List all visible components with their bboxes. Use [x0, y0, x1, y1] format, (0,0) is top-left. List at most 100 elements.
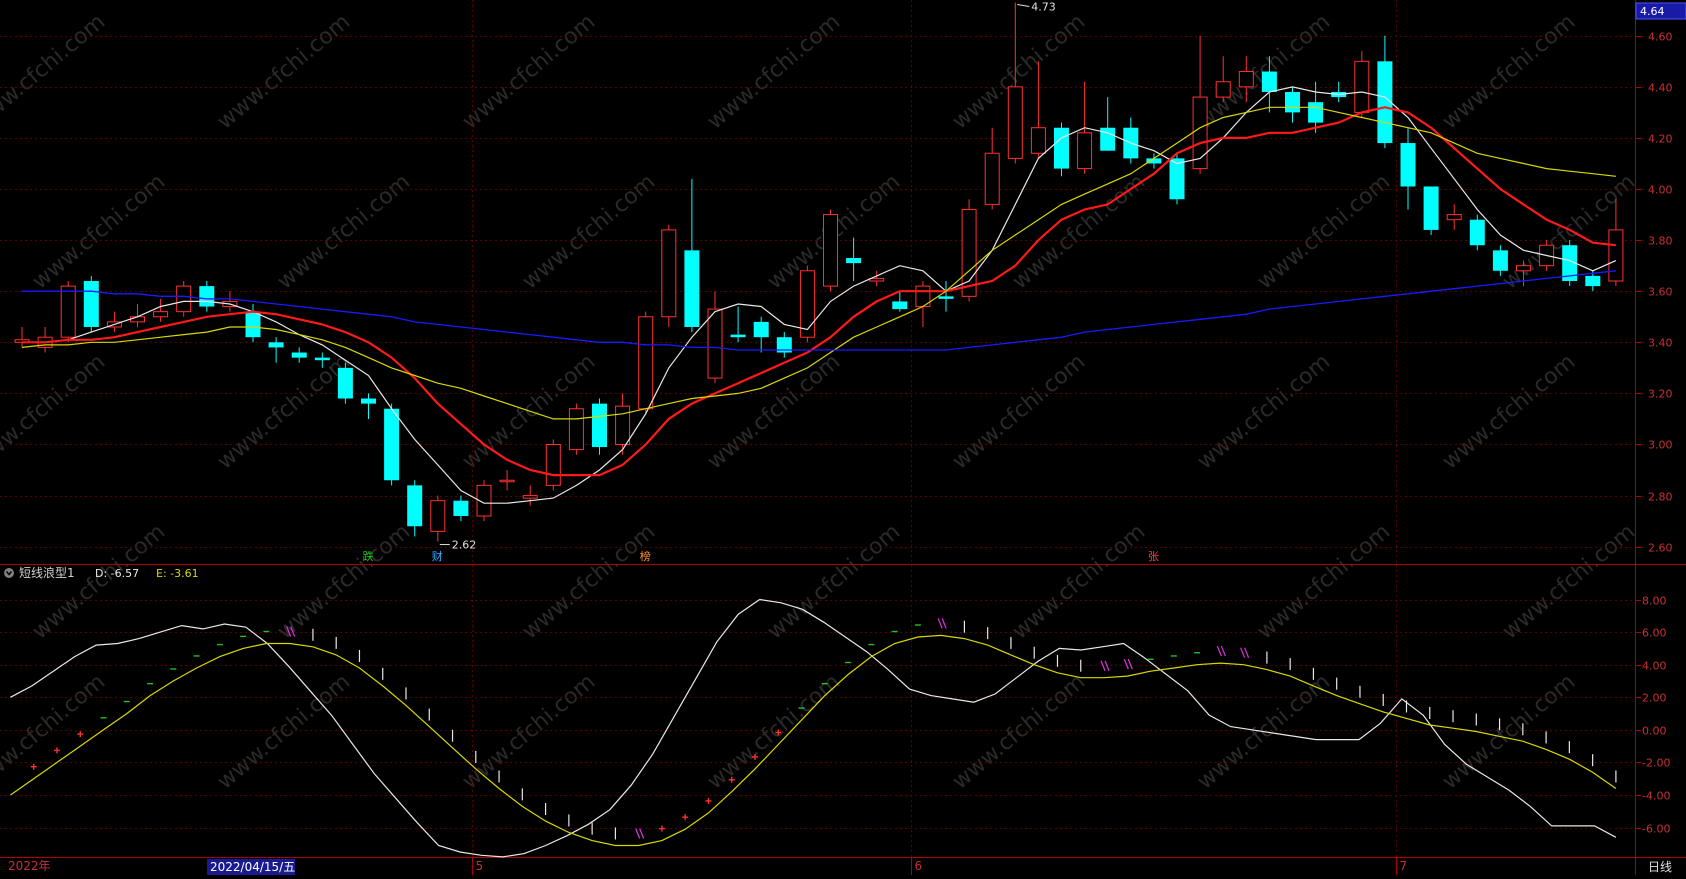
candle-body	[361, 398, 376, 404]
ind_d-line	[10, 598, 1617, 858]
candle	[592, 398, 607, 455]
candle	[1400, 127, 1416, 210]
candle	[337, 362, 353, 404]
candle-body	[153, 311, 169, 318]
candle-body	[1054, 127, 1069, 169]
candle	[1238, 56, 1254, 103]
candle	[1169, 153, 1185, 205]
ma60-line	[22, 270, 1616, 351]
candle	[753, 316, 769, 353]
candle	[1054, 122, 1069, 177]
price-tick-label: 4.60	[1648, 31, 1673, 44]
candle-body	[1608, 229, 1624, 282]
indicator-tick-label: 6.00	[1642, 627, 1667, 640]
candle	[499, 470, 515, 491]
signal-mark	[286, 626, 292, 637]
indicator-tick-label: 2.00	[1642, 692, 1667, 705]
main-price-grid	[0, 0, 1634, 857]
candle-body	[407, 485, 423, 527]
candle-body	[1400, 143, 1416, 187]
candle	[615, 393, 631, 455]
signal-mark	[635, 828, 641, 839]
ma20-line	[21, 106, 1616, 420]
candle-body	[938, 296, 954, 299]
signal-mark	[290, 626, 296, 637]
candle	[291, 347, 307, 363]
candle-body	[799, 270, 815, 338]
price-tick-label: 4.40	[1648, 82, 1673, 95]
candle	[522, 485, 538, 506]
candle-body	[823, 214, 838, 287]
event-marker: 跌	[363, 549, 374, 563]
ma5-line	[22, 86, 1617, 504]
candle-body	[176, 285, 192, 313]
candle-body	[1354, 60, 1370, 113]
ma10-line	[22, 106, 1617, 477]
candle	[476, 480, 492, 522]
period-daily-button[interactable]: 日线	[1648, 860, 1672, 874]
indicator-tick-label: -6.00	[1642, 823, 1670, 836]
candle	[823, 209, 838, 292]
candle	[1030, 61, 1046, 159]
price-tick-label: 3.60	[1648, 286, 1673, 299]
low-annotation: 2.62	[452, 539, 477, 552]
month-label: 5	[476, 859, 484, 873]
candle-body	[869, 277, 885, 282]
candle	[245, 303, 261, 343]
candle-body	[545, 443, 561, 486]
candle-body	[592, 403, 607, 448]
candle	[60, 281, 76, 343]
indicator-header: 短线浪型1 D: -6.57 E: -3.61	[4, 565, 199, 580]
event-markers: 跌财榜张	[363, 549, 1159, 563]
high-price-label: 4.73	[1031, 1, 1056, 14]
candle-body	[1308, 102, 1324, 123]
candle-body	[984, 152, 1000, 205]
price-tick-label: 3.40	[1648, 337, 1673, 350]
price-tick-label: 3.80	[1648, 235, 1673, 248]
last-price-label: 4.64	[1640, 5, 1665, 18]
indicator-tick-label: -2.00	[1642, 757, 1670, 770]
candle-body	[291, 352, 307, 358]
candle-body	[615, 405, 631, 445]
candle-body	[846, 258, 862, 264]
moving-average-lines	[21, 86, 1617, 504]
candle	[707, 291, 723, 384]
candle-body	[1516, 265, 1531, 272]
indicator-tick-label: 8.00	[1642, 595, 1667, 608]
indicator-title[interactable]: 短线浪型1	[19, 565, 75, 580]
candle	[869, 270, 885, 287]
candle	[1585, 270, 1601, 292]
indicator-tick-label: 0.00	[1642, 725, 1667, 738]
indicator-grid	[0, 600, 1634, 829]
indicator-axis: -6.00 -4.00 -2.00 0.00 2.00 4.00 6.00 8.00	[1635, 595, 1670, 836]
event-marker: 榜	[640, 549, 651, 563]
high-pointer	[1017, 4, 1030, 8]
candle-body	[776, 337, 792, 353]
candle	[1007, 2, 1023, 164]
price-axis: 2.60 2.80 3.00 3.20 3.40 3.60 3.80 4.00 4.20 4.40…	[1635, 31, 1673, 555]
candle	[1146, 153, 1162, 169]
candle-body	[83, 281, 99, 327]
candle	[1377, 35, 1393, 149]
candle	[1469, 214, 1485, 251]
candle	[545, 439, 561, 491]
candle-body	[245, 311, 261, 338]
signal-mark	[1100, 660, 1106, 671]
candle-body	[314, 357, 330, 361]
indicator-e-value: E: -3.61	[156, 567, 199, 580]
candle	[661, 224, 677, 327]
date-axis: 2022年 2022/04/15/五 5 6 7 日线	[8, 857, 1672, 875]
candle	[1492, 245, 1508, 276]
candle-body	[453, 500, 469, 517]
candle-body	[892, 301, 908, 310]
candle-body	[499, 479, 515, 483]
candle-body	[1469, 219, 1485, 246]
indicator-menu-icon[interactable]	[4, 568, 14, 578]
candle-body	[1215, 81, 1231, 98]
signal-mark	[639, 828, 645, 839]
candle	[730, 306, 746, 343]
candle-body	[1146, 158, 1162, 164]
candle	[1423, 186, 1439, 236]
candle	[1516, 260, 1531, 287]
